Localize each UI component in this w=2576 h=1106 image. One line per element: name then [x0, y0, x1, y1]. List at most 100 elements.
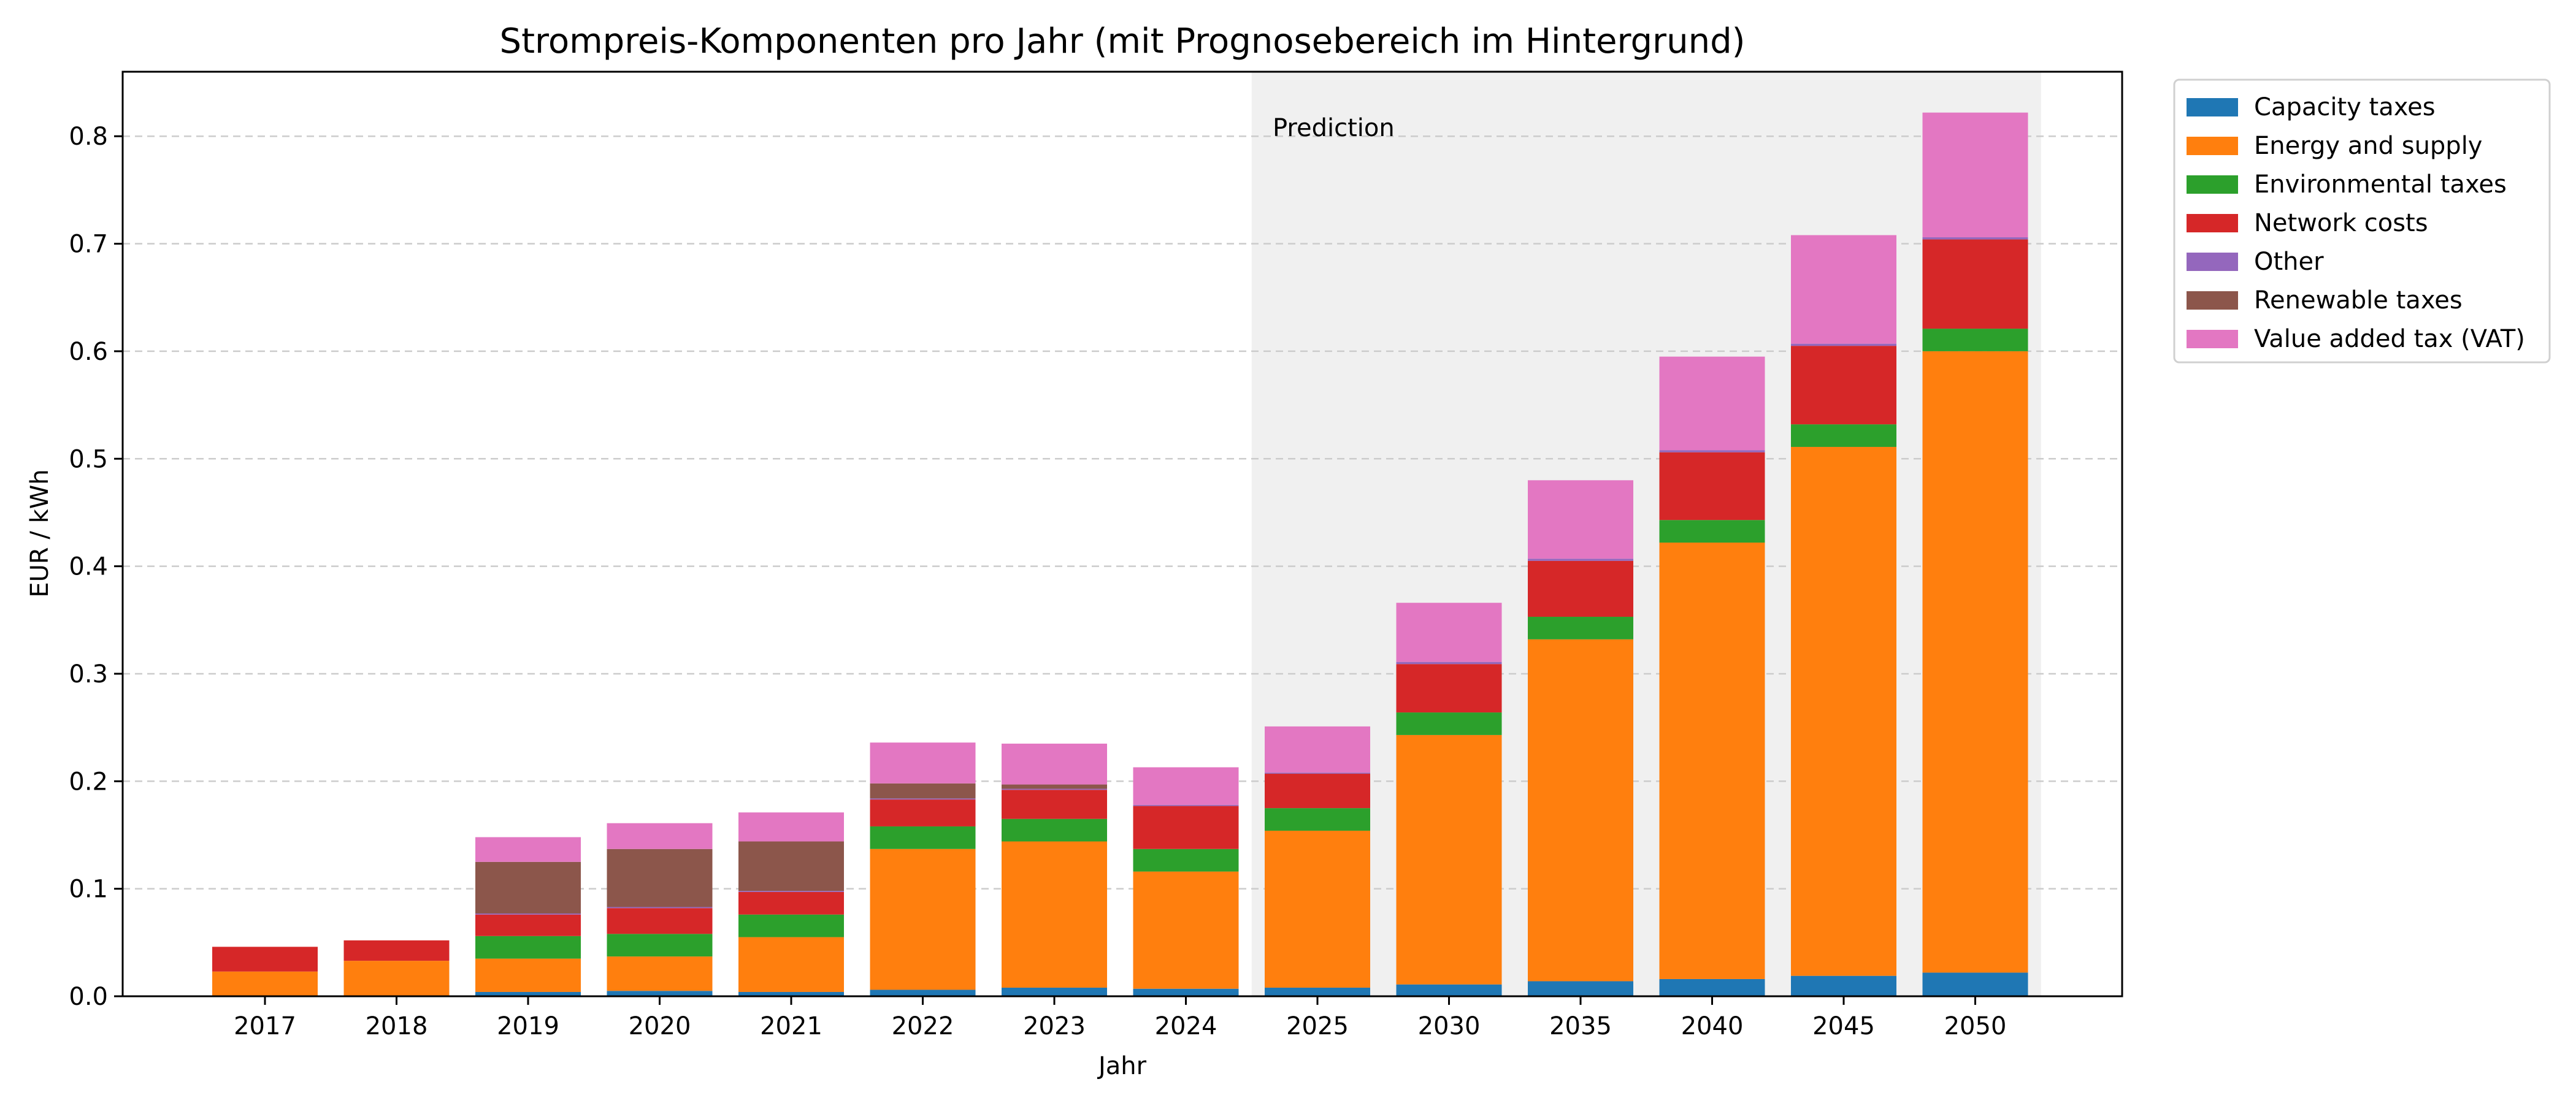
bar-other-2045: [1791, 343, 1896, 346]
y-axis-label: EUR / kWh: [26, 469, 54, 597]
bar-capacity-taxes-2030: [1396, 984, 1502, 996]
bar-value-added-tax-vat-2021: [738, 812, 844, 842]
y-tick-label: 0.5: [69, 445, 108, 473]
bar-value-added-tax-vat-2045: [1791, 235, 1896, 344]
bar-capacity-taxes-2022: [870, 990, 976, 996]
x-tick-label: 2019: [497, 1012, 559, 1040]
bar-network-costs-2019: [475, 914, 581, 936]
bar-network-costs-2045: [1791, 346, 1896, 425]
legend-label: Environmental taxes: [2254, 170, 2507, 199]
legend-label: Network costs: [2254, 209, 2428, 237]
bar-environmental-taxes-2040: [1659, 520, 1765, 543]
legend-label: Other: [2254, 248, 2324, 276]
bar-capacity-taxes-2040: [1659, 978, 1765, 996]
bar-energy-and-supply-2020: [607, 956, 713, 991]
x-axis-label: Jahr: [1097, 1052, 1147, 1080]
legend-label: Energy and supply: [2254, 132, 2482, 160]
y-tick-label: 0.8: [69, 123, 108, 151]
bar-value-added-tax-vat-2022: [870, 742, 976, 784]
bar-network-costs-2025: [1265, 774, 1370, 809]
y-tick-label: 0.0: [69, 983, 108, 1011]
bar-network-costs-2035: [1528, 560, 1633, 617]
bar-other-2030: [1396, 662, 1502, 665]
bar-environmental-taxes-2035: [1528, 617, 1633, 639]
legend-label: Capacity taxes: [2254, 93, 2436, 121]
bar-capacity-taxes-2045: [1791, 975, 1896, 996]
bar-energy-and-supply-2040: [1659, 543, 1765, 979]
bar-capacity-taxes-2024: [1133, 988, 1239, 996]
bar-value-added-tax-vat-2035: [1528, 480, 1633, 559]
bar-renewable-taxes-2021: [738, 841, 844, 891]
bar-environmental-taxes-2019: [475, 936, 581, 959]
legend-swatch: [2187, 214, 2238, 232]
bar-value-added-tax-vat-2050: [1922, 112, 2028, 238]
bar-network-costs-2018: [343, 940, 450, 961]
bar-value-added-tax-vat-2020: [607, 823, 713, 849]
bar-energy-and-supply-2035: [1528, 639, 1633, 982]
bar-renewable-taxes-2020: [607, 849, 713, 907]
bar-energy-and-supply-2021: [738, 937, 844, 992]
x-tick-label: 2035: [1549, 1012, 1612, 1040]
bar-renewable-taxes-2023: [1002, 784, 1107, 789]
y-tick-label: 0.6: [69, 338, 108, 366]
legend-swatch: [2187, 98, 2238, 116]
bar-environmental-taxes-2021: [738, 914, 844, 937]
bar-environmental-taxes-2045: [1791, 424, 1896, 447]
bar-energy-and-supply-2024: [1133, 871, 1239, 989]
y-tick-label: 0.2: [69, 768, 108, 796]
bar-network-costs-2040: [1659, 452, 1765, 521]
y-tick-label: 0.7: [69, 231, 108, 259]
x-tick-label: 2017: [234, 1012, 296, 1040]
x-tick-label: 2022: [892, 1012, 954, 1040]
bar-other-2022: [870, 798, 976, 800]
chart-title: Strompreis-Komponenten pro Jahr (mit Pro…: [500, 21, 1746, 61]
legend-label: Value added tax (VAT): [2254, 325, 2525, 353]
prediction-region: [1251, 72, 2041, 996]
x-tick-label: 2023: [1023, 1012, 1086, 1040]
bar-energy-and-supply-2018: [343, 961, 450, 996]
x-tick-label: 2040: [1681, 1012, 1744, 1040]
bar-renewable-taxes-2022: [870, 783, 976, 799]
bar-capacity-taxes-2023: [1002, 987, 1107, 996]
bar-energy-and-supply-2023: [1002, 841, 1107, 988]
legend-label: Renewable taxes: [2254, 286, 2463, 315]
legend-swatch: [2187, 137, 2238, 155]
bar-energy-and-supply-2045: [1791, 446, 1896, 976]
bar-capacity-taxes-2021: [738, 991, 844, 996]
bar-other-2035: [1528, 559, 1633, 561]
x-tick-label: 2045: [1812, 1012, 1875, 1040]
bar-network-costs-2050: [1922, 239, 2028, 329]
bar-value-added-tax-vat-2024: [1133, 767, 1239, 805]
x-tick-label: 2025: [1286, 1012, 1349, 1040]
bar-network-costs-2030: [1396, 664, 1502, 713]
bar-capacity-taxes-2020: [607, 991, 713, 996]
bar-other-2019: [475, 913, 581, 915]
plot-frame: [121, 71, 2123, 997]
bar-environmental-taxes-2020: [607, 934, 713, 957]
bar-value-added-tax-vat-2030: [1396, 603, 1502, 662]
bar-network-costs-2020: [607, 908, 713, 934]
bar-environmental-taxes-2050: [1922, 329, 2028, 351]
bar-capacity-taxes-2050: [1922, 972, 2028, 996]
legend-swatch: [2187, 330, 2238, 348]
prediction-label: Prediction: [1273, 114, 1395, 142]
x-tick-label: 2030: [1418, 1012, 1481, 1040]
bar-other-2040: [1659, 450, 1765, 452]
legend-swatch: [2187, 253, 2238, 271]
y-tick-label: 0.1: [69, 875, 108, 904]
bar-capacity-taxes-2019: [475, 991, 581, 996]
legend-swatch: [2187, 291, 2238, 310]
bar-energy-and-supply-2025: [1265, 830, 1370, 988]
y-tick-label: 0.3: [69, 660, 108, 688]
bar-energy-and-supply-2050: [1922, 351, 2028, 973]
bar-network-costs-2021: [738, 891, 844, 915]
bar-renewable-taxes-2019: [475, 861, 581, 913]
bar-other-2024: [1133, 804, 1239, 806]
bar-value-added-tax-vat-2023: [1002, 743, 1107, 785]
bar-energy-and-supply-2030: [1396, 734, 1502, 985]
bar-value-added-tax-vat-2040: [1659, 356, 1765, 451]
x-tick-label: 2024: [1155, 1012, 1217, 1040]
bar-value-added-tax-vat-2019: [475, 837, 581, 862]
